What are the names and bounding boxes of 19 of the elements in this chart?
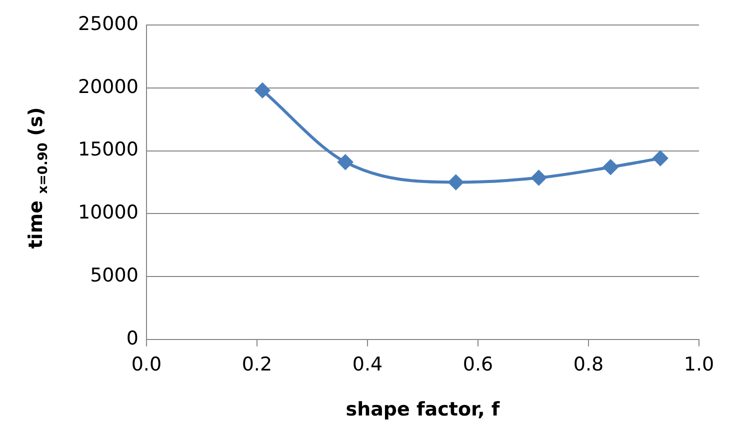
- x-axis-title: shape factor, f: [346, 398, 500, 421]
- x-tick-label: 1.0: [684, 354, 714, 376]
- point: [603, 160, 618, 175]
- point: [338, 154, 353, 170]
- point: [652, 150, 668, 166]
- x-tick-label: 0.6: [462, 354, 494, 376]
- x-tick-label: 0.8: [573, 354, 604, 376]
- x-tick-label: 0.4: [352, 354, 383, 376]
- point: [531, 170, 546, 186]
- x-tick-label: 0.0: [131, 354, 162, 376]
- x-tick-label: 0.2: [242, 354, 272, 376]
- y-tick-label: 20000: [78, 76, 138, 98]
- y-tick-label: 0: [126, 327, 138, 350]
- point: [448, 174, 464, 190]
- y-tick-label: 10000: [78, 202, 138, 224]
- point: [254, 82, 270, 98]
- y-tick-label: 25000: [78, 12, 138, 35]
- y-tick-label: 15000: [78, 138, 138, 161]
- y-tick-label: 5000: [90, 264, 138, 286]
